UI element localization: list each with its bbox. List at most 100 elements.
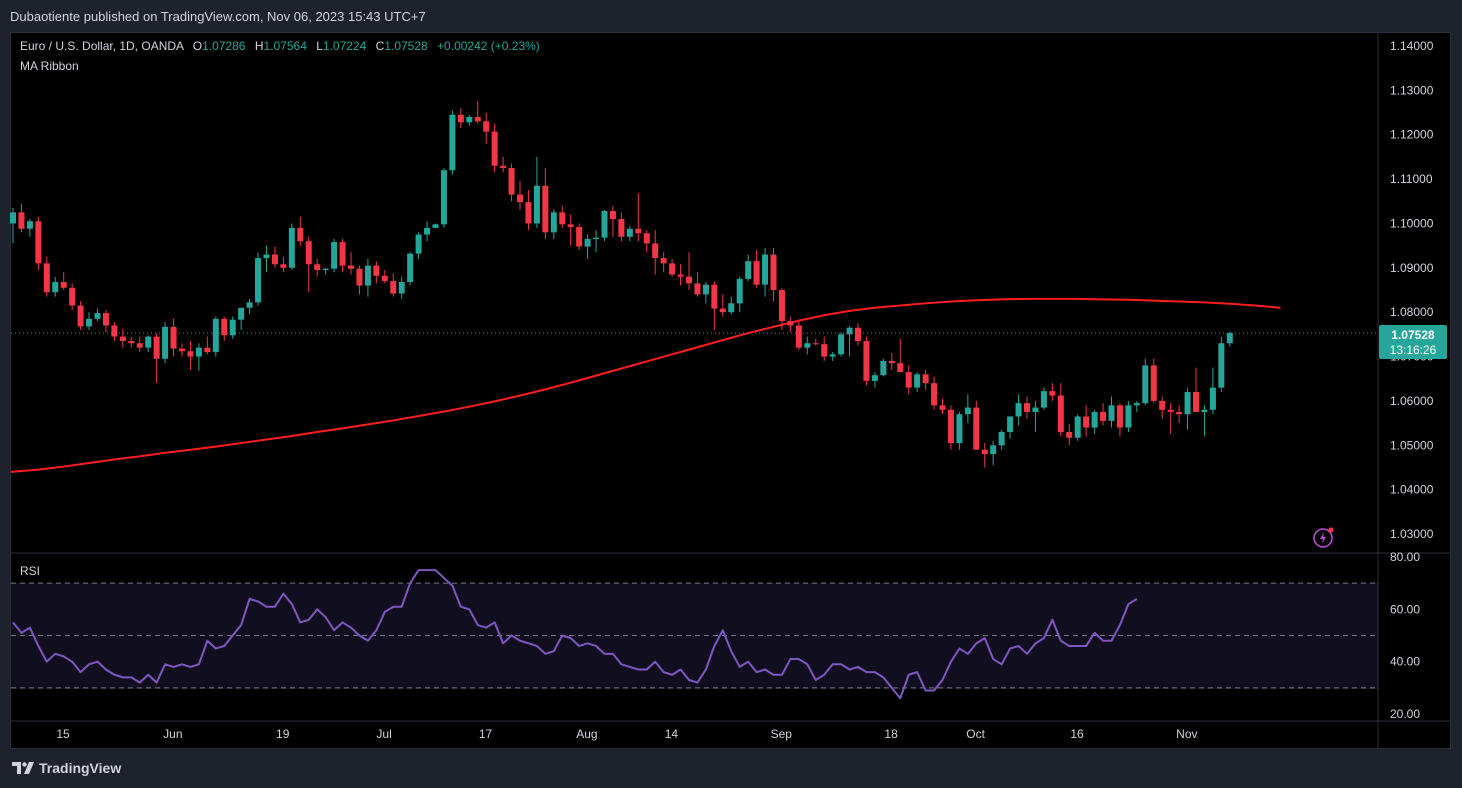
candle — [1066, 423, 1073, 446]
tradingview-brand[interactable]: TradingView — [12, 760, 121, 776]
candle-body — [1201, 409, 1208, 412]
time-axis-tick: Aug — [576, 727, 597, 741]
candle — [356, 265, 363, 295]
candle-body — [576, 227, 583, 247]
candle — [111, 321, 118, 342]
candle-body — [1091, 412, 1098, 428]
candle-body — [212, 318, 219, 353]
published-caption: Dubaotiente published on TradingView.com… — [10, 9, 426, 24]
candle-body — [635, 228, 642, 234]
candle — [195, 343, 202, 371]
candle — [60, 272, 67, 290]
rsi-label[interactable]: RSI — [20, 564, 41, 578]
candle — [1074, 414, 1081, 441]
candle-body — [348, 265, 354, 269]
candle-body — [18, 212, 25, 229]
time-axis-tick: Oct — [966, 727, 985, 741]
candle-body — [314, 264, 321, 271]
ma-ribbon-label[interactable]: MA Ribbon — [20, 59, 79, 73]
candle — [424, 221, 431, 242]
candle — [1176, 405, 1183, 424]
candle-body — [331, 242, 338, 269]
price-axis-tick: 1.03000 — [1390, 527, 1434, 541]
candle-body — [1024, 403, 1030, 412]
candle-body — [804, 343, 811, 348]
candle-body — [415, 234, 422, 254]
candle — [812, 338, 819, 346]
price-axis-tick: 1.14000 — [1390, 39, 1434, 53]
candle-body — [855, 327, 861, 342]
candle — [415, 232, 422, 259]
symbol-name[interactable]: Euro / U.S. Dollar, 1D, OANDA — [20, 39, 184, 53]
candle — [1125, 400, 1132, 432]
candle — [888, 352, 895, 370]
price-axis-tick: 1.10000 — [1390, 216, 1434, 230]
candle — [390, 273, 397, 297]
candle — [305, 236, 312, 293]
candle — [128, 336, 135, 348]
candle — [457, 108, 464, 129]
close-label: C — [375, 39, 385, 53]
candle — [145, 335, 152, 353]
candle — [998, 429, 1005, 450]
candle — [119, 329, 126, 348]
candle-body — [407, 253, 414, 283]
candle — [1057, 383, 1064, 437]
price-axis-tick: 1.09000 — [1390, 261, 1434, 275]
tradingview-brand-name: TradingView — [39, 760, 122, 776]
candle-body — [618, 219, 625, 237]
candle — [609, 205, 616, 237]
candle — [331, 238, 338, 273]
candle — [762, 247, 769, 297]
candle — [238, 307, 245, 330]
candle-body — [643, 233, 650, 244]
candle — [635, 193, 642, 242]
candle — [288, 223, 295, 271]
candle — [204, 336, 211, 355]
candle-body — [694, 283, 701, 295]
candle-body — [736, 278, 743, 304]
candle-body — [381, 275, 388, 282]
candle-body — [998, 431, 1005, 446]
candle — [736, 276, 743, 313]
candle — [846, 326, 853, 357]
candle-body — [102, 313, 109, 326]
candle — [922, 369, 929, 390]
candle-body — [981, 449, 988, 455]
candle-body — [1193, 392, 1199, 412]
candle-body — [255, 258, 262, 303]
candle-body — [567, 224, 574, 228]
price-axis-tick: 1.11000 — [1390, 172, 1433, 186]
candle — [1201, 405, 1208, 437]
candle — [601, 210, 608, 242]
candle-body — [1209, 387, 1216, 410]
candle-body — [60, 282, 67, 288]
time-axis-tick: Jun — [163, 727, 182, 741]
time-axis-tick: Sep — [771, 727, 793, 741]
candle — [990, 440, 997, 466]
tradingview-logo-icon — [12, 762, 34, 774]
candle — [18, 203, 25, 233]
candle-body — [686, 276, 692, 284]
low-label: L — [316, 39, 323, 53]
candle-body — [483, 121, 490, 132]
candle-body — [339, 242, 346, 266]
candle-body — [246, 302, 253, 308]
candle — [626, 225, 633, 242]
candle-body — [719, 308, 726, 313]
candle — [153, 333, 160, 384]
candle — [1150, 358, 1157, 404]
rsi-axis-tick: 20.00 — [1390, 707, 1420, 721]
candle-body — [702, 284, 709, 295]
candle — [1159, 396, 1166, 419]
lightning-icon[interactable] — [1312, 526, 1334, 548]
candle-body — [770, 254, 777, 290]
candle-body — [356, 268, 363, 286]
candle — [660, 252, 667, 273]
candle-body — [829, 354, 836, 357]
candle-body — [880, 360, 887, 376]
candle-body — [1074, 416, 1081, 438]
candle — [1193, 367, 1199, 412]
ma-ribbon-line — [10, 297, 1281, 473]
